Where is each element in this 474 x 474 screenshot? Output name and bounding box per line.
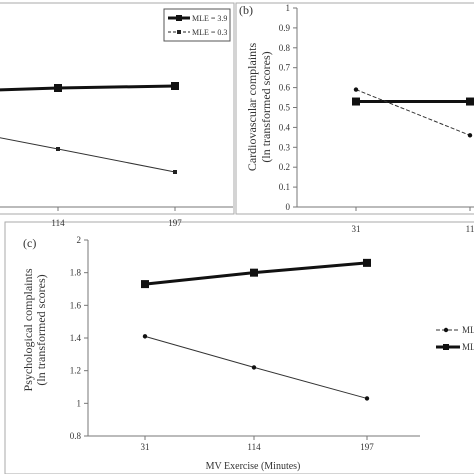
panel-a-series-mle39 [0,84,176,92]
panel-b-point-dot [353,87,359,92]
panel-b-y-tick-label: 0.9 [279,23,291,33]
panel-a-x-tick-label: 114 [51,218,65,228]
panel-c-x-tick-label: 197 [360,442,374,452]
panel-a-frame [0,2,235,215]
panel-b-point-dot [467,133,473,138]
panel-a-legend: MLE = 3.9 MLE = 0.3 [163,8,231,42]
panel-a-point [173,170,177,174]
panel-c-y-tick-label: 1.4 [70,333,82,343]
panel-c-y-tick-label: 0.8 [70,431,82,441]
panel-b-y-tick-label: 0.6 [279,83,291,93]
panel-b-series-thin [355,89,471,136]
panel-c-xlabel: MV Exercise (Minutes) [206,461,301,472]
panel-b-y-tick-label: 0.5 [279,103,291,113]
panel-c-frame [4,221,474,474]
panel-c-ticks: 0.8 1 1.2 1.4 1.6 1.8 2 31 114 197 [70,235,375,452]
panel-b-frame [235,2,474,215]
legend-c-label-2: MLE = [462,342,474,352]
panel-b-y-tick-label: 0 [286,202,291,212]
panel-c-point-dot [364,396,370,401]
panel-b-x-tick-label: 31 [352,224,361,234]
panel-c-point-square [141,280,149,289]
panel-c-x-tick-label: 31 [141,442,150,452]
panel-c-legend: MLE = MLE = [436,325,474,352]
panel-b-y-tick-label: 0.1 [279,182,290,192]
panel-b-point-square [352,97,360,106]
panel-c-point-square [250,268,258,277]
panel-c-y-tick-label: 1.6 [70,300,82,310]
panel-c-y-tick-label: 1.8 [70,268,82,278]
panel-b-y-tick-label: 0.4 [279,122,291,132]
legend-c-marker-1 [443,327,449,333]
panel-c-point-square [363,258,371,267]
panel-b-ticks: 0 0.1 0.2 0.3 0.4 0.5 0.6 0.7 0.8 0.9 1 31 11 [279,3,474,234]
panel-b-ylabel-line2: (ln transformed scores) [259,51,273,162]
panel-b-y-tick-label: 1 [286,3,291,13]
panel-b-series [352,87,474,138]
panel-b-y-tick-label: 0.2 [279,162,290,172]
panel-a-point [56,147,60,151]
panel-b-tag: (b) [239,3,253,17]
panel-c-x-tick-label: 114 [247,442,261,452]
panel-c-y-tick-label: 1.2 [70,366,81,376]
panel-c-ylabel-line2: (ln transformed scores) [34,274,48,385]
panel-b-ylabel-line1: Cardiovascular complaints [245,43,259,172]
panel-c-ylabel-line1: Psychological complaints [21,268,35,391]
panel-b-y-tick-label: 0.7 [279,63,291,73]
panel-b-point-square [466,97,474,106]
legend-c-label-1: MLE = [462,325,474,335]
panel-a-point [54,84,62,92]
legend-a-marker-2 [177,30,181,34]
legend-a-marker-1 [176,15,182,21]
legend-a-label-2: MLE = 0.3 [192,28,227,37]
panel-c-y-tick-label: 1 [77,398,82,408]
panel-c-point-dot [142,334,148,339]
panel-a-point [171,82,179,90]
legend-c-marker-2 [443,344,449,350]
legend-a-label-1: MLE = 3.9 [192,14,227,23]
panel-b-y-tick-label: 0.8 [279,43,291,53]
panel-c-series [141,258,371,401]
panel-c-y-tick-label: 2 [77,235,82,245]
panel-b-x-tick-label: 11 [466,224,474,234]
legend-a-box [163,8,231,42]
panel-a-ticks: 114 197 [51,207,182,228]
panel-a-series-mle03 [0,137,176,173]
panel-b-y-tick-label: 0.3 [279,142,291,152]
panel-c-tag: (c) [23,236,36,250]
panel-a-x-tick-label: 197 [168,218,182,228]
panel-c-point-dot [251,365,257,370]
